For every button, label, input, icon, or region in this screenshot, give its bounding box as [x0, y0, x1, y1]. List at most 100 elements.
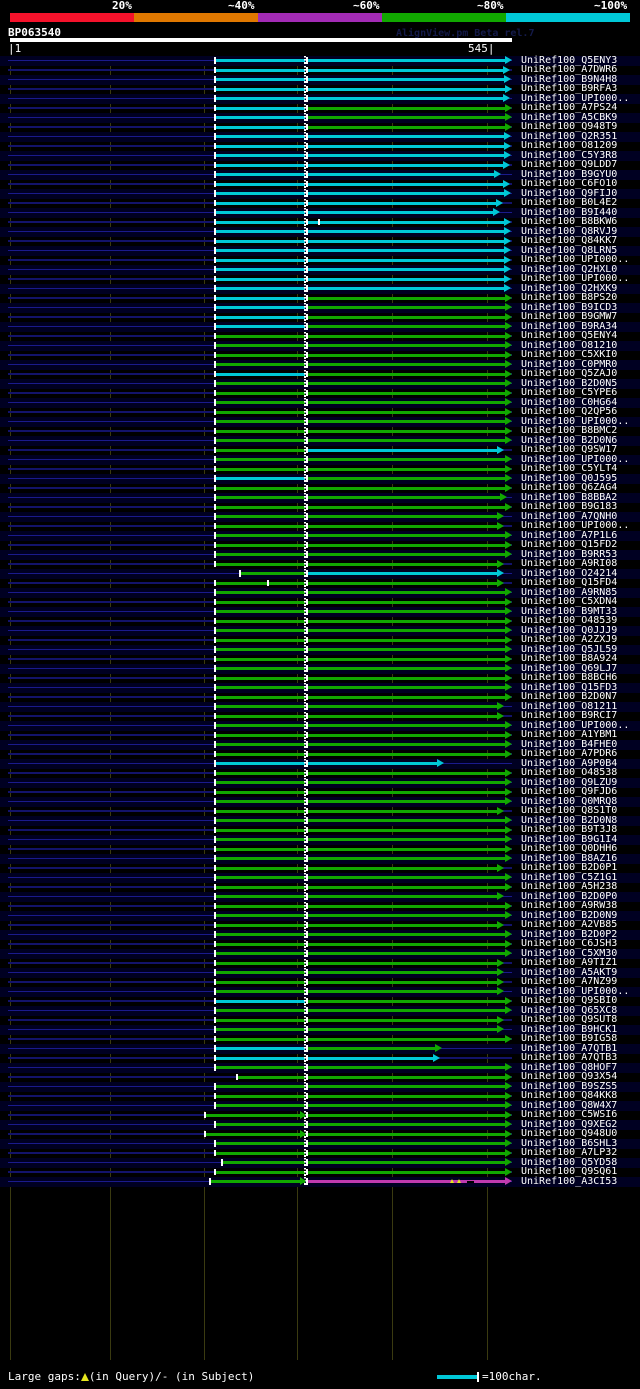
hsp-segment[interactable]: [307, 382, 505, 386]
hsp-segment[interactable]: [215, 154, 305, 158]
alignment-row[interactable]: [0, 987, 640, 997]
alignment-row[interactable]: [0, 996, 640, 1007]
hsp-segment[interactable]: [215, 163, 305, 167]
alignment-row[interactable]: [0, 407, 640, 418]
alignment-row[interactable]: [0, 844, 640, 855]
alignment-row[interactable]: [0, 920, 640, 931]
alignment-row[interactable]: [0, 911, 640, 921]
hit-label[interactable]: UniRef100_Q9SQ61: [521, 1166, 618, 1177]
hsp-segment[interactable]: [307, 496, 500, 500]
hsp-segment[interactable]: [307, 866, 497, 870]
alignment-row[interactable]: [0, 293, 640, 304]
hsp-segment[interactable]: [307, 201, 496, 205]
alignment-row[interactable]: [0, 179, 640, 190]
hsp-segment[interactable]: [307, 220, 504, 224]
hsp-segment[interactable]: [307, 163, 503, 167]
hsp-segment[interactable]: [307, 771, 505, 775]
alignment-row[interactable]: [0, 949, 640, 959]
hsp-segment[interactable]: [307, 971, 497, 975]
hit-label[interactable]: UniRef100_Q0DHH6: [521, 843, 618, 854]
alignment-row[interactable]: [0, 873, 640, 883]
alignment-row[interactable]: [0, 1072, 640, 1083]
alignment-row[interactable]: [0, 730, 640, 741]
hsp-segment[interactable]: [307, 543, 505, 547]
hsp-segment[interactable]: [205, 1132, 305, 1136]
hit-label[interactable]: UniRef100_A9TIZ1: [521, 957, 618, 968]
hsp-segment[interactable]: [215, 1094, 305, 1098]
hit-label[interactable]: UniRef100_Q948U0: [521, 1128, 618, 1139]
hit-label[interactable]: UniRef100_A7PDR6: [521, 748, 618, 759]
alignment-row[interactable]: [0, 607, 640, 617]
hsp-segment[interactable]: [307, 524, 497, 528]
hsp-segment[interactable]: [307, 477, 505, 481]
hsp-segment[interactable]: [215, 828, 305, 832]
alignment-row[interactable]: [0, 379, 640, 389]
hit-label[interactable]: UniRef100_B9RR53: [521, 548, 618, 560]
hsp-segment[interactable]: [215, 1123, 305, 1127]
hsp-segment[interactable]: [307, 325, 505, 329]
hsp-segment[interactable]: [307, 610, 505, 614]
hit-label[interactable]: UniRef100_Q84KK7: [521, 235, 618, 246]
hit-label[interactable]: UniRef100_Q8HOF7: [521, 1061, 618, 1073]
alignment-row[interactable]: [0, 958, 640, 969]
hsp-segment[interactable]: [215, 1018, 305, 1022]
hit-label[interactable]: UniRef100_B9MT33: [521, 605, 618, 617]
alignment-row[interactable]: [0, 103, 640, 114]
alignment-row[interactable]: [0, 787, 640, 798]
hsp-segment[interactable]: [215, 116, 305, 120]
hsp-segment[interactable]: [307, 895, 497, 899]
hsp-segment[interactable]: [215, 68, 305, 72]
hsp-segment[interactable]: [307, 676, 505, 680]
alignment-row[interactable]: [0, 901, 640, 912]
alignment-row[interactable]: [0, 483, 640, 494]
alignment-row[interactable]: [0, 56, 640, 66]
alignment-row[interactable]: [0, 1091, 640, 1102]
hit-label[interactable]: UniRef100_C5XM30: [521, 947, 618, 959]
hsp-segment[interactable]: [307, 287, 504, 291]
hsp-segment[interactable]: [215, 857, 305, 861]
hsp-segment[interactable]: [215, 771, 305, 775]
hsp-segment[interactable]: [215, 477, 305, 481]
hsp-segment[interactable]: [215, 1037, 305, 1041]
alignment-row[interactable]: [0, 502, 640, 513]
alignment-row[interactable]: [0, 265, 640, 275]
alignment-row[interactable]: [0, 113, 640, 123]
hit-label[interactable]: UniRef100_Q9SW17: [521, 444, 618, 455]
hsp-segment[interactable]: [215, 838, 305, 842]
hsp-segment[interactable]: [307, 154, 504, 158]
hit-label[interactable]: UniRef100_Q8S1T0: [521, 805, 618, 816]
hit-label[interactable]: UniRef100_B9IG58: [521, 1033, 618, 1044]
hit-label[interactable]: UniRef100_B8A924: [521, 653, 618, 664]
hsp-segment[interactable]: [307, 515, 497, 519]
alignment-row[interactable]: [0, 863, 640, 874]
hsp-segment[interactable]: [307, 657, 505, 661]
hsp-segment[interactable]: [215, 106, 305, 110]
alignment-row[interactable]: [0, 360, 640, 370]
alignment-row[interactable]: [0, 170, 640, 180]
hsp-segment[interactable]: [215, 182, 305, 186]
hsp-segment[interactable]: [205, 1113, 305, 1117]
hsp-segment[interactable]: [215, 144, 305, 148]
hit-label[interactable]: UniRef100_Q2HXL0: [521, 263, 618, 275]
hsp-segment[interactable]: [307, 420, 505, 424]
hsp-segment[interactable]: [307, 334, 505, 338]
alignment-row[interactable]: [0, 1025, 640, 1035]
hit-label[interactable]: UniRef100_O48539: [521, 615, 618, 626]
hit-label[interactable]: UniRef100_Q0MRQ8: [521, 795, 618, 807]
hit-label[interactable]: UniRef100_Q8RVJ9: [521, 225, 618, 237]
alignment-row[interactable]: [0, 968, 640, 978]
hsp-segment[interactable]: [307, 847, 505, 851]
hsp-segment[interactable]: [215, 933, 305, 937]
alignment-row[interactable]: [0, 1167, 640, 1178]
hsp-segment[interactable]: [307, 705, 497, 709]
hsp-segment[interactable]: [307, 857, 505, 861]
hsp-segment[interactable]: [215, 619, 305, 623]
hit-label[interactable]: UniRef100_Q6ZAG4: [521, 482, 618, 493]
hsp-segment[interactable]: [215, 458, 305, 462]
hsp-segment[interactable]: [307, 97, 503, 101]
alignment-row[interactable]: [0, 854, 640, 864]
alignment-row[interactable]: [0, 540, 640, 551]
hsp-segment[interactable]: [307, 144, 504, 148]
hsp-segment[interactable]: [307, 458, 505, 462]
hsp-segment[interactable]: [215, 505, 305, 509]
